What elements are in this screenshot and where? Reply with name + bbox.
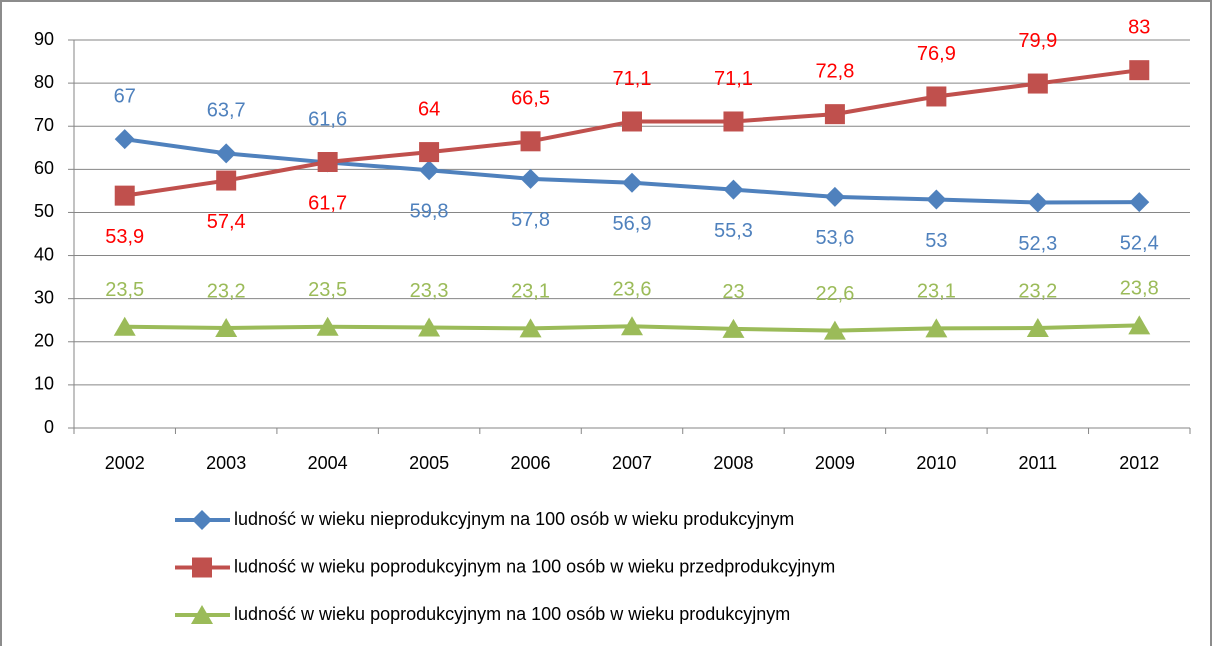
data-label: 23,1: [917, 281, 956, 303]
marker: [418, 317, 441, 337]
data-label: 66,5: [511, 88, 550, 110]
y-tick-label: 60: [34, 158, 54, 178]
marker: [1129, 192, 1150, 213]
y-tick-label: 10: [34, 374, 54, 394]
data-label: 23,6: [613, 279, 652, 301]
x-tick-label: 2012: [1119, 453, 1159, 473]
data-label: 23,5: [308, 279, 347, 301]
data-label: 57,4: [207, 211, 246, 233]
data-label: 53,6: [815, 227, 854, 249]
marker: [925, 318, 948, 338]
data-label: 72,8: [815, 60, 854, 82]
x-tick-label: 2004: [308, 453, 348, 473]
legend-label: ludność w wieku poprodukcyjnym na 100 os…: [234, 604, 790, 624]
marker: [723, 179, 744, 200]
data-label: 56,9: [613, 213, 652, 235]
data-label: 52,4: [1120, 232, 1159, 254]
marker: [824, 104, 845, 125]
data-label: 52,3: [1018, 233, 1057, 255]
x-tick-label: 2010: [916, 453, 956, 473]
data-label: 57,8: [511, 209, 550, 231]
marker: [926, 86, 947, 107]
marker: [520, 131, 541, 152]
marker: [1027, 73, 1048, 94]
data-label: 83: [1128, 16, 1150, 38]
x-tick-label: 2009: [815, 453, 855, 473]
marker: [316, 316, 339, 336]
y-tick-label: 50: [34, 201, 54, 221]
marker: [824, 186, 845, 207]
marker: [1128, 315, 1151, 335]
marker: [114, 185, 135, 206]
marker: [621, 316, 643, 336]
marker: [520, 168, 541, 189]
marker: [1027, 192, 1048, 213]
marker: [191, 605, 213, 624]
data-label: 61,6: [308, 109, 347, 131]
y-tick-label: 0: [44, 417, 54, 437]
marker: [1026, 317, 1049, 337]
marker: [216, 170, 237, 191]
marker: [722, 318, 745, 338]
data-label: 23: [722, 281, 744, 303]
data-label: 61,7: [308, 192, 347, 214]
legend-label: ludność w wieku nieprodukcyjnym na 100 o…: [234, 509, 794, 529]
marker: [419, 160, 440, 181]
data-label: 23,1: [511, 281, 550, 303]
legend-label: ludność w wieku poprodukcyjnym na 100 os…: [234, 556, 835, 576]
x-tick-label: 2011: [1018, 453, 1057, 473]
marker: [192, 510, 212, 530]
marker: [113, 316, 136, 336]
marker: [114, 129, 135, 150]
marker: [823, 320, 846, 340]
marker: [215, 317, 238, 337]
marker: [216, 143, 237, 164]
data-label: 53,9: [105, 226, 144, 248]
data-label: 55,3: [714, 220, 753, 242]
y-tick-label: 90: [34, 29, 54, 49]
data-label: 79,9: [1018, 30, 1057, 52]
data-label: 64: [418, 98, 440, 120]
x-tick-label: 2005: [409, 453, 449, 473]
data-label: 23,2: [207, 280, 246, 302]
y-tick-label: 20: [34, 331, 54, 351]
data-label: 76,9: [917, 43, 956, 65]
data-label: 23,2: [1018, 280, 1057, 302]
data-label: 22,6: [815, 283, 854, 305]
x-tick-label: 2003: [206, 453, 246, 473]
marker: [723, 111, 744, 132]
marker: [622, 111, 642, 132]
y-tick-label: 70: [34, 115, 54, 135]
marker: [192, 557, 212, 578]
x-tick-label: 2006: [511, 453, 551, 473]
marker: [419, 142, 440, 163]
data-label: 23,5: [105, 279, 144, 301]
x-tick-label: 2002: [105, 453, 145, 473]
x-tick-label: 2007: [612, 453, 652, 473]
data-label: 23,8: [1120, 278, 1159, 300]
data-label: 71,1: [613, 68, 652, 90]
data-label: 53: [925, 230, 947, 252]
y-tick-label: 30: [34, 287, 54, 307]
marker: [317, 152, 338, 173]
data-label: 59,8: [410, 200, 449, 222]
y-tick-label: 40: [34, 244, 54, 264]
marker: [926, 189, 947, 210]
x-tick-label: 2008: [713, 453, 753, 473]
y-tick-label: 80: [34, 72, 54, 92]
marker: [519, 318, 542, 338]
marker: [622, 172, 642, 193]
marker: [1129, 60, 1150, 81]
data-label: 67: [114, 85, 136, 107]
data-label: 63,7: [207, 100, 246, 122]
data-label: 23,3: [410, 280, 449, 302]
data-label: 71,1: [714, 68, 753, 90]
